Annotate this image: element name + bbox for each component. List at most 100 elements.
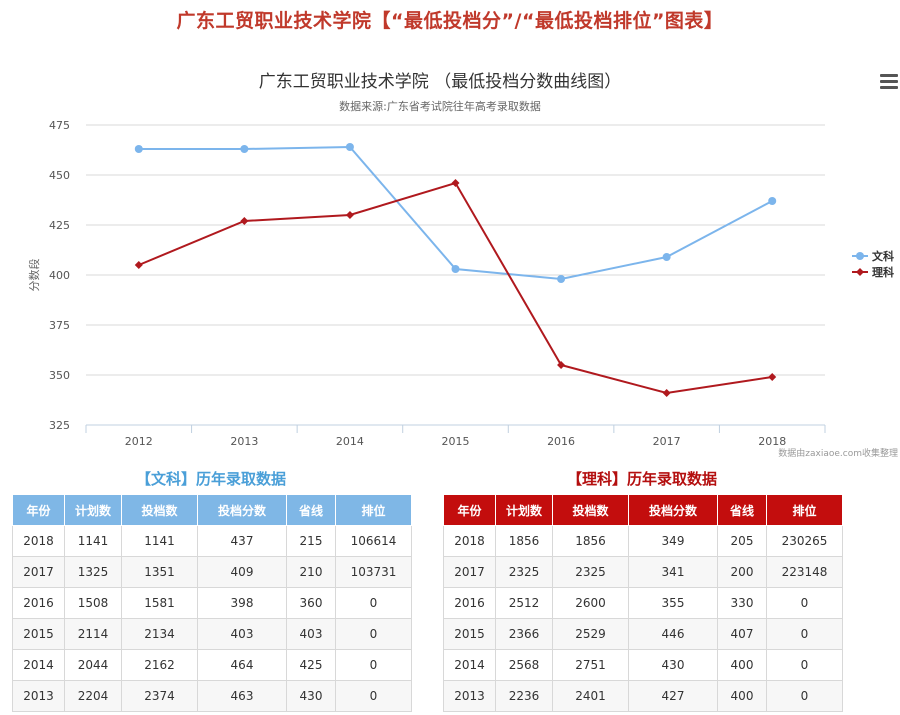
- table-cell: 1351: [121, 556, 198, 588]
- table-cell: 2014: [12, 649, 65, 681]
- table-cell: 2114: [64, 618, 122, 650]
- data-point[interactable]: [451, 265, 460, 273]
- table-row: 2016 1508 1581 398 360 0: [12, 587, 412, 619]
- table-cell: 403: [286, 618, 336, 650]
- column-header: 排位: [335, 494, 412, 526]
- table-cell: 2374: [121, 680, 198, 712]
- data-point[interactable]: [451, 179, 460, 187]
- data-point[interactable]: [662, 253, 671, 261]
- x-tick-label: 2017: [653, 435, 681, 448]
- table-cell: 1508: [64, 587, 122, 619]
- series-line: [138, 145, 773, 281]
- y-tick-label: 375: [49, 319, 70, 332]
- column-header: 投档分数: [628, 494, 718, 526]
- table-cell: 330: [717, 587, 767, 619]
- column-header: 年份: [443, 494, 496, 526]
- column-header: 年份: [12, 494, 65, 526]
- y-tick-label: 475: [49, 119, 70, 132]
- table-cell: 2015: [12, 618, 65, 650]
- data-point[interactable]: [240, 217, 249, 225]
- table-cell: 463: [197, 680, 287, 712]
- table-cell: 430: [286, 680, 336, 712]
- table-cell: 409: [197, 556, 287, 588]
- y-tick-label: 350: [49, 369, 70, 382]
- li-table-title: 【理科】历年录取数据: [566, 470, 717, 488]
- table-cell: 1141: [64, 525, 122, 557]
- page-title: 广东工贸职业技术学院【“最低投档分”/“最低投档排位”图表】: [176, 10, 724, 32]
- data-point[interactable]: [134, 145, 143, 153]
- table-cell: 2751: [552, 649, 629, 681]
- table-cell: 2044: [64, 649, 122, 681]
- data-point[interactable]: [662, 389, 671, 397]
- table-cell: 0: [766, 649, 843, 681]
- table-cell: 2401: [552, 680, 629, 712]
- data-point[interactable]: [557, 275, 566, 283]
- table-cell: 2204: [64, 680, 122, 712]
- column-header: 投档数: [552, 494, 629, 526]
- table-cell: 2325: [552, 556, 629, 588]
- table-cell: 0: [766, 618, 843, 650]
- table-cell: 1581: [121, 587, 198, 619]
- column-header: 计划数: [64, 494, 122, 526]
- table-row: 2013 2236 2401 427 400 0: [443, 680, 843, 712]
- data-point[interactable]: [134, 261, 143, 269]
- x-tick-label: 2015: [442, 435, 470, 448]
- chart-credit[interactable]: 数据由zaxiaoe.com收集整理: [778, 447, 898, 459]
- table-row: 2017 2325 2325 341 200 223148: [443, 556, 843, 588]
- data-point[interactable]: [768, 373, 777, 381]
- column-header: 投档分数: [197, 494, 287, 526]
- x-tick-label: 2012: [125, 435, 153, 448]
- table-cell: 2017: [12, 556, 65, 588]
- table-cell: 341: [628, 556, 718, 588]
- y-axis: 325 350 375 400 425 450 475: [49, 119, 70, 432]
- table-cell: 2015: [443, 618, 496, 650]
- table-cell: 407: [717, 618, 767, 650]
- table-cell: 427: [628, 680, 718, 712]
- table-cell: 430: [628, 649, 718, 681]
- data-point[interactable]: [345, 211, 354, 219]
- legend-label[interactable]: 理科: [872, 265, 894, 279]
- table-cell: 2016: [12, 587, 65, 619]
- score-line-chart: 广东工贸职业技术学院 （最低投档分数曲线图） 数据来源:广东省考试院往年高考录取…: [27, 72, 898, 459]
- table-row: 2014 2568 2751 430 400 0: [443, 649, 843, 681]
- data-point[interactable]: [768, 197, 777, 205]
- legend-marker[interactable]: [856, 268, 864, 276]
- legend-marker[interactable]: [856, 252, 864, 260]
- chart-menu-icon[interactable]: [880, 74, 898, 90]
- series-line: [138, 181, 773, 395]
- table-cell: 230265: [766, 525, 843, 557]
- data-point[interactable]: [240, 145, 249, 153]
- data-point[interactable]: [557, 361, 566, 369]
- table-row: 2017 1325 1351 409 210 103731: [12, 556, 412, 588]
- table-cell: 403: [197, 618, 287, 650]
- x-tick-label: 2014: [336, 435, 364, 448]
- table-cell: 400: [717, 649, 767, 681]
- table-cell: 0: [766, 680, 843, 712]
- table-cell: 2016: [443, 587, 496, 619]
- table-cell: 2568: [495, 649, 553, 681]
- column-header: 计划数: [495, 494, 553, 526]
- x-axis: 2012 2013 2014 2015 2016 2017 2018: [85, 425, 826, 448]
- table-cell: 355: [628, 587, 718, 619]
- table-cell: 464: [197, 649, 287, 681]
- table-cell: 205: [717, 525, 767, 557]
- table-row: 2018 1141 1141 437 215 106614: [12, 525, 412, 557]
- wen-admission-table: 年份 计划数 投档数 投档分数 省线 排位 2018 1141 1141 437 215 10661…: [12, 494, 412, 712]
- table-row: 2014 2044 2162 464 425 0: [12, 649, 412, 681]
- table-cell: 446: [628, 618, 718, 650]
- wen-table-title: 【文科】历年录取数据: [135, 470, 286, 488]
- column-header: 省线: [286, 494, 336, 526]
- table-cell: 0: [335, 649, 412, 681]
- data-point[interactable]: [345, 143, 354, 151]
- legend-label[interactable]: 文科: [872, 249, 894, 263]
- y-tick-label: 325: [49, 419, 70, 432]
- column-header: 省线: [717, 494, 767, 526]
- table-cell: 1856: [495, 525, 553, 557]
- table-cell: 2017: [443, 556, 496, 588]
- chart-subtitle: 数据来源:广东省考试院往年高考录取数据: [339, 99, 541, 113]
- table-row: 2015 2114 2134 403 403 0: [12, 618, 412, 650]
- table-cell: 2512: [495, 587, 553, 619]
- table-cell: 398: [197, 587, 287, 619]
- table-cell: 2134: [121, 618, 198, 650]
